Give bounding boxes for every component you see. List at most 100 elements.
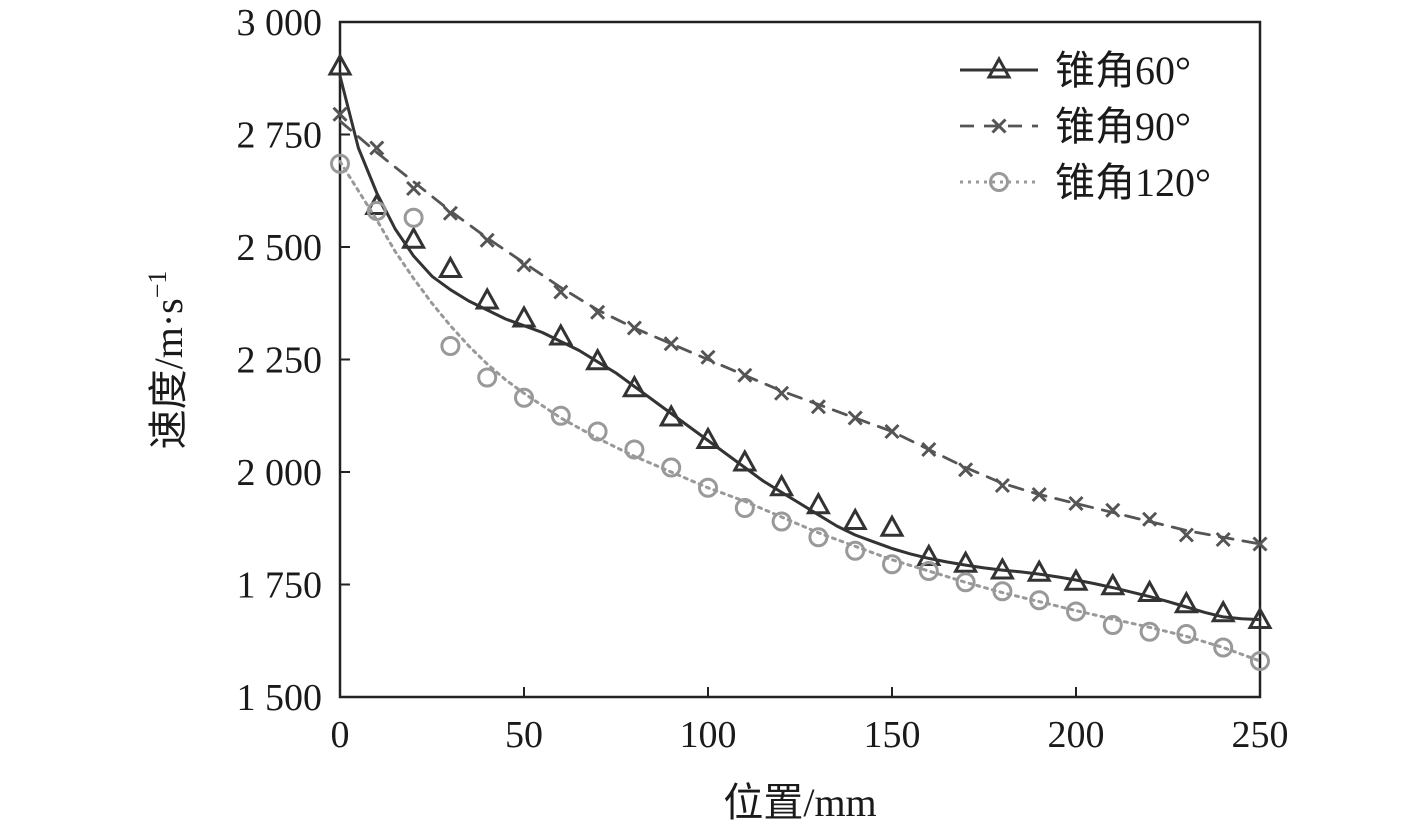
data-point bbox=[879, 514, 905, 537]
data-point bbox=[1137, 579, 1163, 602]
data-point bbox=[1031, 486, 1047, 503]
legend-item-2: 锥角90° bbox=[960, 104, 1191, 149]
data-point bbox=[440, 336, 461, 356]
data-point bbox=[992, 581, 1013, 602]
data-point bbox=[921, 441, 937, 458]
data-point bbox=[369, 140, 385, 156]
data-point bbox=[1250, 651, 1270, 671]
data-point bbox=[955, 572, 976, 593]
data-point bbox=[1029, 590, 1050, 611]
y-tick-label: 1 750 bbox=[237, 565, 323, 607]
data-point bbox=[700, 349, 716, 365]
data-point bbox=[805, 491, 831, 515]
data-point bbox=[1178, 527, 1194, 543]
x-tick-label: 250 bbox=[1232, 714, 1289, 756]
data-point bbox=[1210, 599, 1236, 623]
data-point bbox=[1213, 637, 1234, 658]
data-point bbox=[958, 462, 974, 478]
series-line bbox=[338, 119, 1262, 546]
data-point bbox=[1066, 601, 1086, 622]
data-point bbox=[590, 304, 606, 320]
data-point bbox=[514, 387, 534, 408]
data-point bbox=[626, 320, 642, 336]
data-point bbox=[661, 457, 682, 478]
x-tick-label: 50 bbox=[505, 714, 543, 756]
data-point bbox=[1068, 495, 1084, 512]
series-line bbox=[338, 74, 1262, 622]
data-point bbox=[406, 180, 422, 197]
data-point bbox=[327, 52, 353, 76]
legend: 锥角60° 锥角90° 锥角120° bbox=[960, 48, 1211, 205]
y-tick-label: 2 500 bbox=[237, 227, 323, 269]
x-tick-label: 0 bbox=[331, 714, 350, 756]
legend-marker bbox=[986, 55, 1012, 79]
data-point bbox=[442, 205, 458, 221]
data-point bbox=[479, 232, 495, 248]
y-axis-title-main: 速度/m·s bbox=[146, 298, 191, 449]
y-axis-title-sup: −1 bbox=[143, 271, 172, 299]
data-point bbox=[1173, 590, 1199, 614]
y-tick-label: 2 750 bbox=[237, 115, 323, 157]
data-point bbox=[842, 507, 868, 530]
x-tick-label: 200 bbox=[1048, 714, 1105, 756]
data-point bbox=[550, 405, 571, 426]
legend-item-1: 锥角60° bbox=[960, 48, 1191, 93]
data-point bbox=[994, 477, 1010, 494]
y-tick-label: 1 500 bbox=[237, 677, 323, 719]
data-point bbox=[548, 322, 574, 346]
data-point bbox=[882, 554, 902, 575]
legend-label: 锥角60° bbox=[1055, 48, 1191, 93]
y-tick-label: 3 000 bbox=[237, 2, 323, 44]
y-axis-title: 速度/m·s−1 bbox=[143, 271, 191, 450]
data-point bbox=[698, 477, 718, 498]
data-point bbox=[401, 226, 427, 249]
data-point bbox=[989, 556, 1015, 580]
data-point bbox=[330, 153, 350, 174]
data-point bbox=[695, 426, 721, 449]
legend-label: 锥角120° bbox=[1055, 160, 1211, 205]
data-point bbox=[477, 367, 498, 388]
x-tick-label: 150 bbox=[864, 714, 921, 756]
legend-item-3: 锥角120° bbox=[960, 160, 1211, 205]
legend-marker bbox=[989, 172, 1009, 192]
x-tick-label: 100 bbox=[680, 714, 737, 756]
data-point bbox=[916, 543, 942, 566]
data-point bbox=[1139, 621, 1160, 642]
data-point bbox=[1142, 511, 1158, 527]
data-point bbox=[771, 511, 792, 532]
x-axis-title: 位置/mm bbox=[723, 780, 876, 825]
data-point bbox=[734, 498, 755, 518]
data-point bbox=[1247, 606, 1273, 629]
y-axis-tick-labels: 1 500 1 750 2 000 2 250 2 500 2 750 3 000 bbox=[237, 2, 323, 719]
data-point bbox=[1102, 615, 1123, 635]
data-point bbox=[587, 421, 608, 442]
data-point bbox=[332, 106, 348, 122]
legend-marker bbox=[991, 118, 1007, 134]
data-point bbox=[810, 399, 826, 415]
data-point bbox=[511, 304, 537, 328]
data-point bbox=[808, 527, 829, 548]
data-point bbox=[1105, 502, 1121, 518]
series-layer bbox=[327, 52, 1273, 671]
series-1 bbox=[327, 52, 1273, 629]
data-point bbox=[663, 336, 679, 352]
data-point bbox=[1026, 559, 1052, 582]
data-point bbox=[1215, 531, 1231, 548]
data-point bbox=[437, 255, 463, 278]
data-point bbox=[658, 403, 684, 427]
series-line bbox=[338, 160, 1262, 663]
y-tick-label: 2 250 bbox=[237, 340, 323, 382]
x-axis-ticks bbox=[339, 687, 1261, 697]
data-point bbox=[1252, 536, 1268, 552]
data-point bbox=[918, 561, 939, 581]
data-point bbox=[847, 410, 863, 426]
data-point bbox=[624, 439, 645, 460]
y-tick-label: 2 000 bbox=[237, 452, 323, 494]
data-point bbox=[769, 473, 795, 497]
data-point bbox=[553, 284, 569, 300]
series-3 bbox=[330, 153, 1270, 671]
data-point bbox=[474, 286, 500, 310]
data-point bbox=[403, 207, 424, 228]
x-axis-tick-labels: 0 50 100 150 200 250 bbox=[331, 714, 1289, 756]
